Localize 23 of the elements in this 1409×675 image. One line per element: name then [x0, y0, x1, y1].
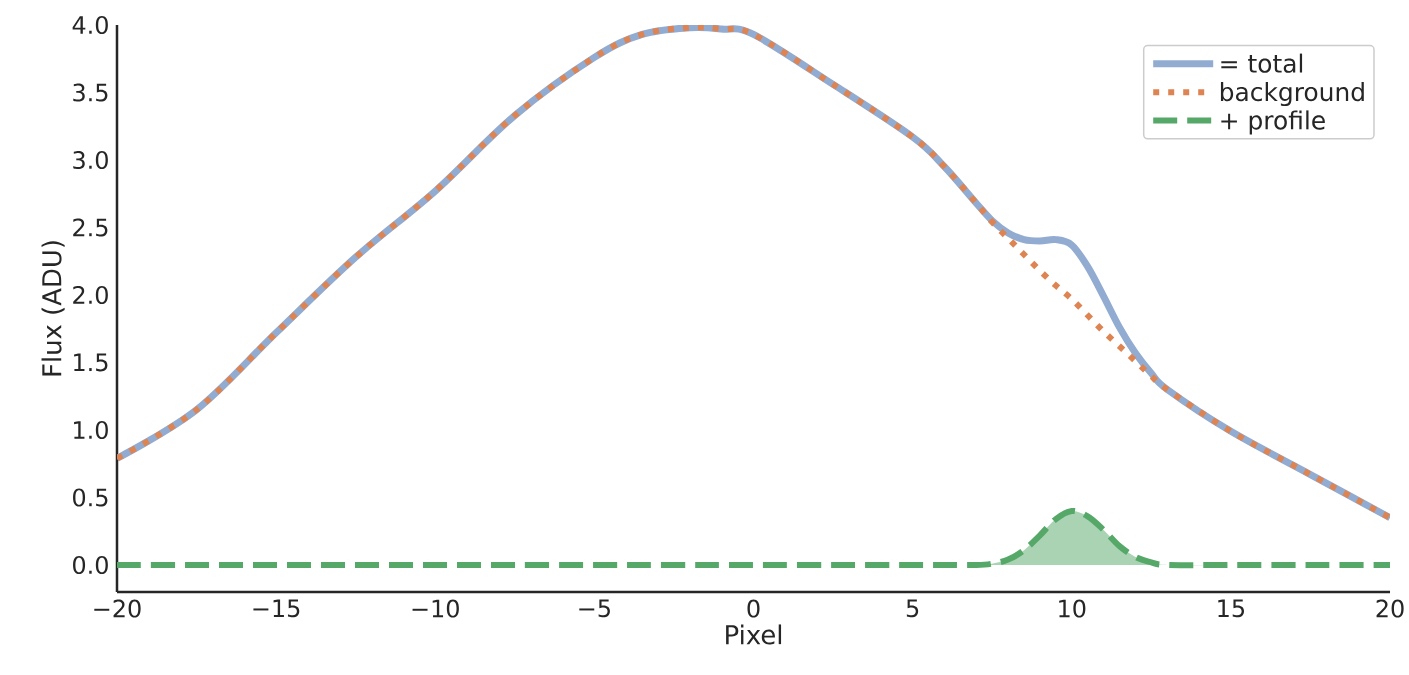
y-tick-label: 4.0	[72, 15, 108, 35]
y-tick-label: 0.0	[73, 555, 108, 575]
y-tick-label: 3.0	[73, 150, 108, 170]
x-tick-label: 0	[747, 599, 760, 618]
x-tick-label: 5	[906, 599, 919, 618]
y-tick-label: 3.5	[73, 83, 108, 102]
y-tick-label: 1.0	[74, 420, 108, 440]
y-tick-label: 0.5	[73, 488, 108, 507]
x-tick-label: −5	[579, 599, 610, 618]
x-tick-label: 15	[1218, 599, 1245, 618]
legend-label: + profile	[1221, 110, 1325, 135]
y-tick-label: 1.5	[74, 353, 108, 372]
y-axis-title: Flux (ADU)	[41, 241, 65, 376]
x-axis-title: Pixel	[726, 624, 782, 645]
y-tick-label: 2.0	[73, 285, 108, 305]
x-tick-label: −10	[412, 599, 459, 618]
legend-label: = total	[1221, 53, 1303, 73]
x-tick-label: −15	[253, 599, 300, 618]
x-tick-label: −20	[94, 599, 141, 618]
x-tick-label: 10	[1059, 599, 1086, 618]
legend-label: background	[1220, 81, 1364, 107]
x-tick-label: 20	[1376, 599, 1404, 618]
y-tick-label: 2.5	[73, 218, 108, 237]
